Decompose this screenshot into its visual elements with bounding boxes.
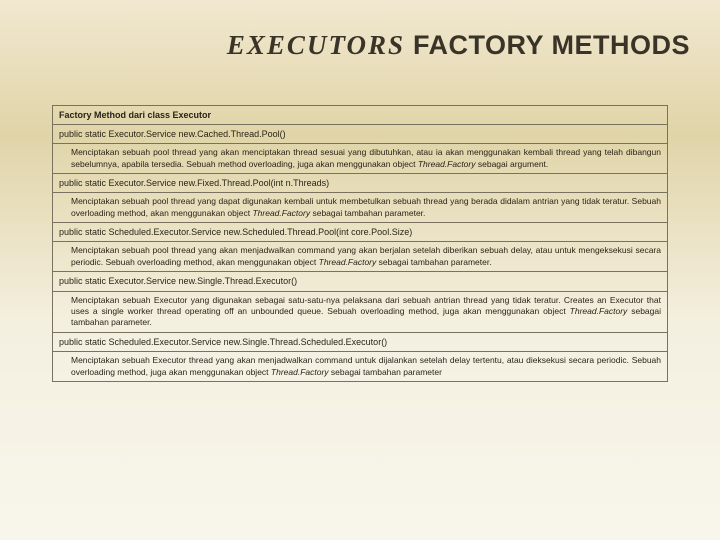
table-header-row: Factory Method dari class Executor [53,106,668,125]
table-row: Menciptakan sebuah Executor thread yang … [53,352,668,382]
table-header: Factory Method dari class Executor [53,106,668,125]
title-italic: EXECUTORS [227,30,405,60]
table-row: public static Scheduled.Executor.Service… [53,332,668,351]
method-description: Menciptakan sebuah pool thread yang dapa… [53,193,668,223]
table-row: public static Executor.Service new.Singl… [53,272,668,291]
method-signature: public static Executor.Service new.Singl… [53,272,668,291]
method-description: Menciptakan sebuah pool thread yang akan… [53,242,668,272]
method-description: Menciptakan sebuah pool thread yang akan… [53,144,668,174]
table-row: public static Executor.Service new.Cache… [53,125,668,144]
table-row: Menciptakan sebuah pool thread yang akan… [53,144,668,174]
table-row: public static Scheduled.Executor.Service… [53,223,668,242]
methods-table: Factory Method dari class Executor publi… [52,105,668,382]
method-signature: public static Scheduled.Executor.Service… [53,223,668,242]
method-signature: public static Scheduled.Executor.Service… [53,332,668,351]
table-row: Menciptakan sebuah pool thread yang akan… [53,242,668,272]
table-row: public static Executor.Service new.Fixed… [53,174,668,193]
title-rest: FACTORY METHODS [405,30,690,60]
table-row: Menciptakan sebuah Executor yang digunak… [53,291,668,332]
method-description: Menciptakan sebuah Executor thread yang … [53,352,668,382]
page-title: EXECUTORS FACTORY METHODS [227,30,690,61]
method-description: Menciptakan sebuah Executor yang digunak… [53,291,668,332]
method-signature: public static Executor.Service new.Fixed… [53,174,668,193]
method-signature: public static Executor.Service new.Cache… [53,125,668,144]
methods-table-wrap: Factory Method dari class Executor publi… [52,105,668,382]
table-row: Menciptakan sebuah pool thread yang dapa… [53,193,668,223]
